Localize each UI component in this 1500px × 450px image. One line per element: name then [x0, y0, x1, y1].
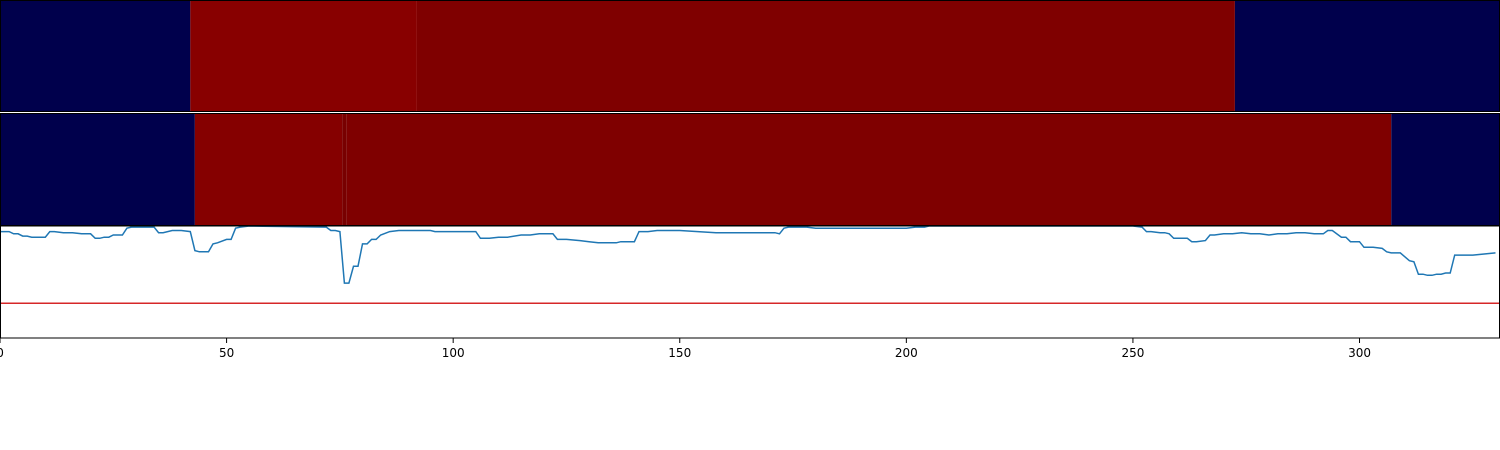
heatmap-1-segment-1: [190, 0, 417, 112]
heatmap-2-segment-1: [194, 113, 343, 226]
heatmap-track-1: [0, 0, 1500, 112]
x-tick-label-300: 300: [1348, 346, 1371, 360]
signal-series-line: [0, 226, 1496, 284]
heatmap-1-segment-2: [416, 0, 1235, 112]
heatmap-2-segment-0: [0, 113, 195, 226]
x-tick-label-250: 250: [1121, 346, 1144, 360]
x-tick-label-200: 200: [895, 346, 918, 360]
heatmap-1-segment-0: [0, 0, 191, 112]
x-tick-label-0: 0: [0, 346, 4, 360]
heatmap-2-segment-3: [346, 113, 1392, 226]
heatmap-track-2: [0, 113, 1500, 226]
heatmap-2-segment-2: [342, 113, 347, 226]
x-tick-label-150: 150: [668, 346, 691, 360]
line-panel: [0, 226, 1500, 305]
x-axis: 0 50 100 150 200 250 300: [0, 338, 1371, 360]
heatmap-1-segment-3: [1234, 0, 1500, 112]
x-tick-label-100: 100: [442, 346, 465, 360]
heatmap-2-segment-4: [1391, 113, 1500, 226]
x-tick-label-50: 50: [219, 346, 234, 360]
